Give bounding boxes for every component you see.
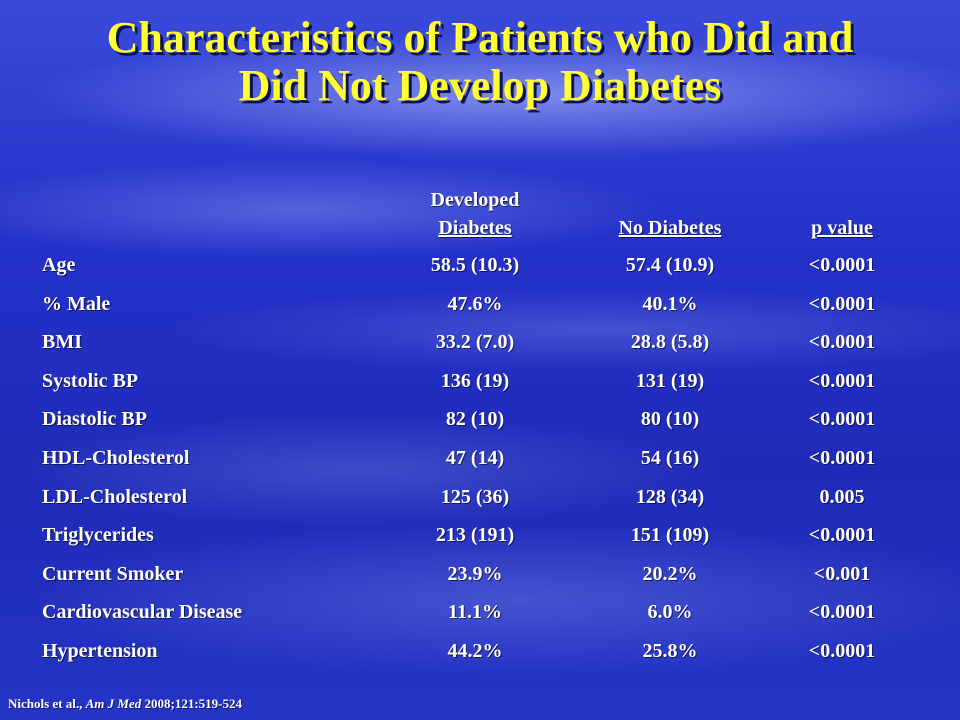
cell-p-value: <0.0001 [808, 370, 876, 392]
cell-developed: 11.1% [448, 601, 502, 623]
row-label: % Male [42, 293, 111, 315]
cell-developed: 125 (36) [440, 486, 510, 508]
cell-no-diabetes: 54 (16) [640, 447, 700, 469]
row-label: LDL-Cholesterol [42, 486, 188, 508]
citation-authors: Nichols et al., [8, 696, 86, 711]
cell-developed: 47.6% [447, 293, 503, 315]
cell-no-diabetes: 6.0% [647, 601, 693, 623]
cell-p-value: <0.0001 [808, 640, 876, 662]
header-no-diabetes: No Diabetes [618, 217, 722, 239]
cell-developed: 44.2% [447, 640, 503, 662]
cell-no-diabetes: 20.2% [642, 563, 698, 585]
cell-no-diabetes: 128 (34) [635, 486, 705, 508]
header-developed-line-1: Developed [430, 189, 520, 211]
cell-p-value: <0.0001 [808, 293, 876, 315]
cell-p-value: <0.0001 [808, 331, 876, 353]
row-label: Triglycerides [42, 524, 154, 546]
cell-developed: 213 (191) [435, 524, 515, 546]
cell-no-diabetes: 40.1% [642, 293, 698, 315]
cell-no-diabetes: 151 (109) [630, 524, 710, 546]
row-label: BMI [42, 331, 82, 353]
row-label: Current Smoker [42, 563, 184, 585]
row-label: HDL-Cholesterol [42, 447, 190, 469]
cell-no-diabetes: 57.4 (10.9) [625, 254, 715, 276]
row-label: Systolic BP [42, 370, 139, 392]
row-label: Age [42, 254, 76, 276]
cell-developed: 47 (14) [445, 447, 505, 469]
cell-p-value: 0.005 [819, 486, 865, 508]
cell-p-value: <0.0001 [808, 524, 876, 546]
slide-title: Characteristics of Patients who Did and … [0, 14, 960, 110]
row-label: Cardiovascular Disease [42, 601, 243, 623]
cell-developed: 23.9% [447, 563, 503, 585]
cell-developed: 82 (10) [445, 408, 505, 430]
cell-p-value: <0.001 [813, 563, 871, 585]
slide-title-line-1: Characteristics of Patients who Did and [106, 13, 854, 62]
cell-p-value: <0.0001 [808, 408, 876, 430]
slide-title-line-2: Did Not Develop Diabetes [238, 61, 722, 110]
citation-journal: Am J Med [85, 696, 142, 711]
cell-no-diabetes: 131 (19) [635, 370, 705, 392]
row-label: Hypertension [42, 640, 158, 662]
row-label: Diastolic BP [42, 408, 147, 430]
cell-p-value: <0.0001 [808, 447, 876, 469]
cell-p-value: <0.0001 [808, 601, 876, 623]
cell-no-diabetes: 80 (10) [640, 408, 700, 430]
cell-no-diabetes: 25.8% [642, 640, 698, 662]
header-p-value: p value [811, 217, 873, 239]
cell-p-value: <0.0001 [808, 254, 876, 276]
header-developed-line-2: Diabetes [438, 217, 512, 239]
cell-developed: 33.2 (7.0) [435, 331, 515, 353]
citation: Nichols et al., Am J Med 2008;121:519-52… [8, 696, 242, 712]
cell-developed: 136 (19) [440, 370, 510, 392]
cell-developed: 58.5 (10.3) [430, 254, 520, 276]
cell-no-diabetes: 28.8 (5.8) [630, 331, 710, 353]
citation-details: 2008;121:519-524 [141, 696, 243, 711]
